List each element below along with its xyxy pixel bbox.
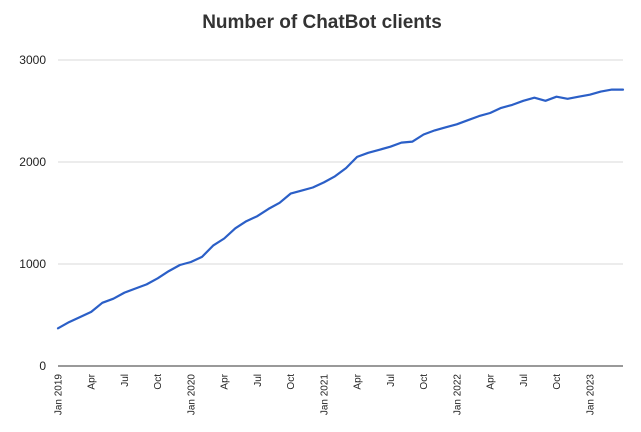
x-tick-label: Oct (552, 374, 563, 390)
chart-title: Number of ChatBot clients (202, 12, 442, 33)
x-tick-label: Jul (386, 374, 397, 387)
x-tick-label: Jul (120, 374, 131, 387)
x-tick-label: Apr (220, 373, 231, 389)
x-axis-ticks: Jan 2019 Apr Jul Oct Jan 2020 Apr Jul Oct Jan 20… (54, 373, 597, 415)
series-line (56, 88, 625, 330)
y-tick-label: 2000 (19, 155, 46, 169)
x-tick-label: Oct (419, 374, 430, 390)
x-tick-label: Jan 2019 (54, 374, 65, 416)
x-tick-label: Apr (87, 373, 98, 389)
x-tick-label: Oct (286, 374, 297, 390)
x-tick-label: Jan 2021 (319, 374, 330, 416)
y-tick-label: 1000 (19, 257, 46, 271)
x-tick-label: Oct (153, 374, 164, 390)
series-layer (56, 88, 625, 330)
y-tick-label: 0 (39, 359, 46, 373)
x-tick-label: Jul (253, 374, 264, 387)
gridlines (58, 59, 623, 367)
x-tick-label: Jan 2023 (585, 374, 596, 416)
x-tick-label: Apr (486, 373, 497, 389)
x-tick-label: Jan 2020 (186, 374, 197, 416)
y-axis-ticks: 0 1000 2000 3000 (19, 53, 46, 373)
y-tick-label: 3000 (19, 53, 46, 67)
x-tick-label: Jul (519, 374, 530, 387)
x-tick-label: Jan 2022 (452, 374, 463, 416)
x-tick-label: Apr (353, 373, 364, 389)
